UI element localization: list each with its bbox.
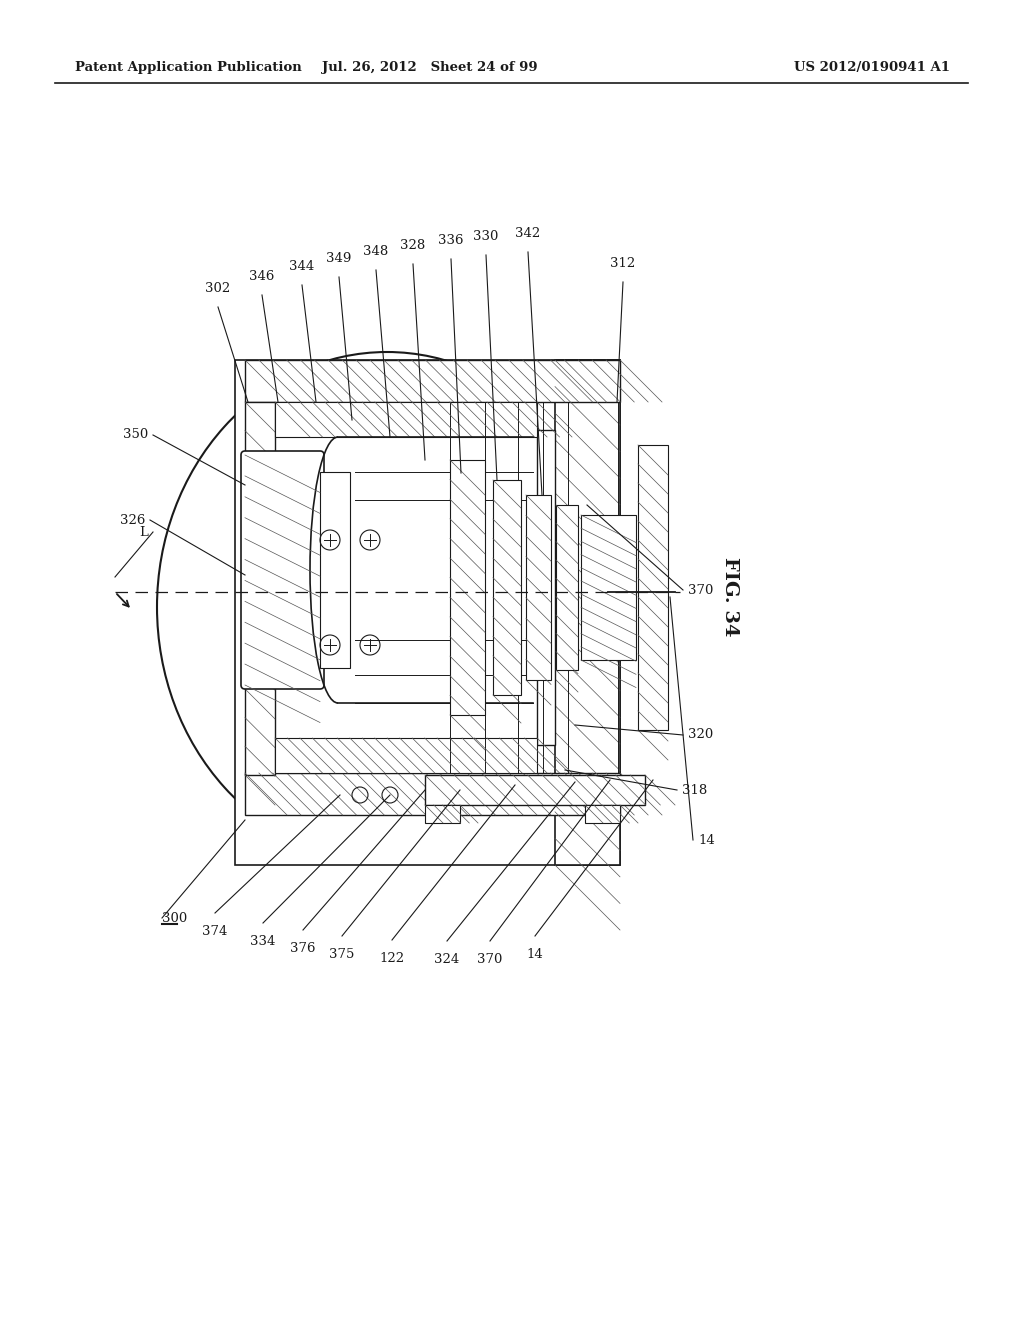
Text: 349: 349 [327, 252, 351, 265]
Ellipse shape [157, 352, 617, 862]
Text: 14: 14 [526, 948, 544, 961]
Text: 348: 348 [364, 246, 389, 257]
Text: 312: 312 [610, 257, 636, 271]
Bar [245, 403, 275, 775]
Text: 300: 300 [162, 912, 187, 924]
Bar [585, 805, 620, 822]
Bar [425, 775, 645, 805]
Bar [556, 506, 578, 671]
Text: Patent Application Publication: Patent Application Publication [75, 62, 302, 74]
Bar [638, 445, 668, 730]
Bar [450, 459, 485, 715]
Text: 320: 320 [688, 729, 714, 742]
Text: 330: 330 [473, 230, 499, 243]
Bar [245, 455, 319, 685]
Bar [245, 360, 620, 403]
Text: 346: 346 [249, 271, 274, 282]
Text: 318: 318 [682, 784, 708, 796]
Text: 328: 328 [400, 239, 426, 252]
Bar [275, 403, 537, 437]
Text: L: L [139, 525, 148, 539]
Text: FIG. 34: FIG. 34 [721, 557, 739, 636]
Text: 370: 370 [688, 583, 714, 597]
Text: 344: 344 [290, 260, 314, 273]
Text: 370: 370 [477, 953, 503, 966]
Bar [275, 738, 537, 774]
Text: 302: 302 [206, 282, 230, 294]
Bar [493, 480, 521, 696]
Text: 342: 342 [515, 227, 541, 240]
Text: Jul. 26, 2012   Sheet 24 of 99: Jul. 26, 2012 Sheet 24 of 99 [323, 62, 538, 74]
Text: 350: 350 [123, 429, 148, 441]
Text: 374: 374 [203, 925, 227, 939]
Text: 375: 375 [330, 948, 354, 961]
Bar [555, 360, 620, 865]
Bar [245, 774, 620, 814]
Text: 324: 324 [434, 953, 460, 966]
Text: 14: 14 [698, 833, 715, 846]
Text: US 2012/0190941 A1: US 2012/0190941 A1 [794, 62, 950, 74]
Bar [425, 805, 460, 822]
Bar [319, 473, 350, 668]
FancyBboxPatch shape [241, 451, 324, 689]
Text: 326: 326 [120, 513, 145, 527]
Text: 334: 334 [250, 935, 275, 948]
Bar [234, 360, 620, 865]
Text: 122: 122 [380, 952, 404, 965]
Bar [537, 430, 555, 744]
Text: 336: 336 [438, 234, 464, 247]
Text: 376: 376 [290, 942, 315, 954]
Bar [581, 515, 636, 660]
Bar [526, 495, 551, 680]
